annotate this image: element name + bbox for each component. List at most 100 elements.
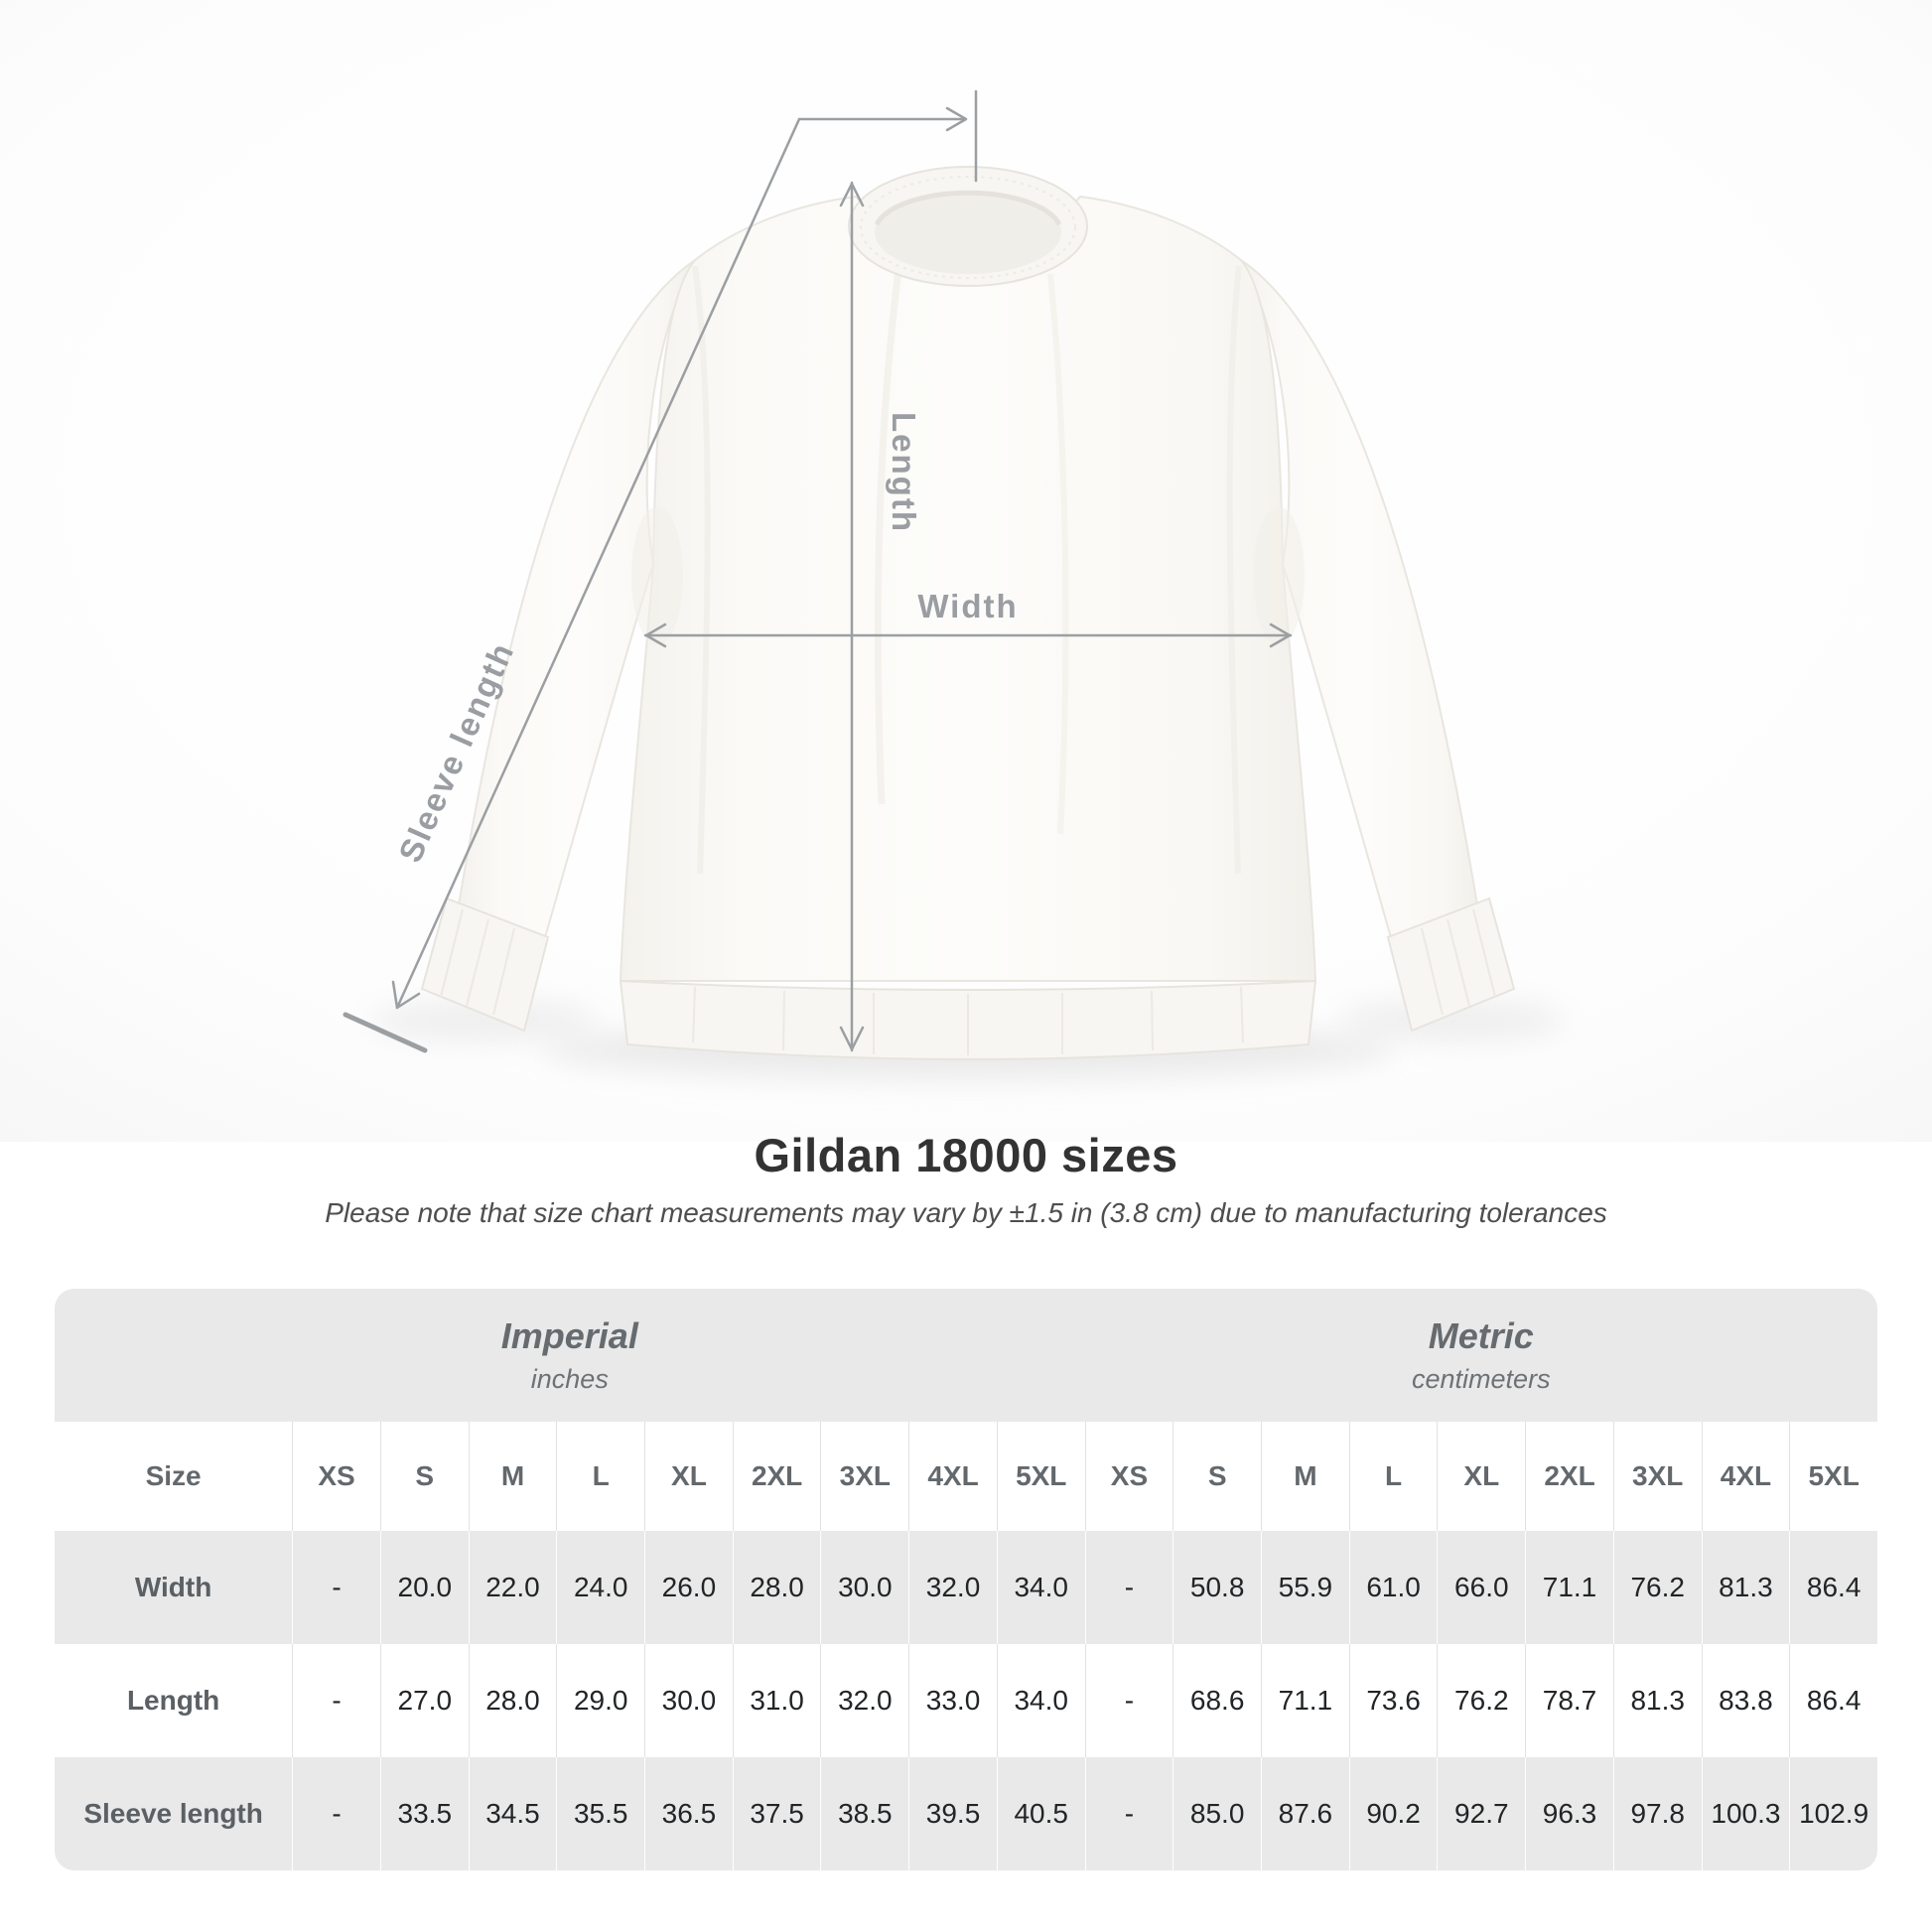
value-sleeve-length-metric-xl: 92.7 bbox=[1437, 1757, 1525, 1870]
width-arrow bbox=[643, 622, 1293, 648]
column-header-5xl-metric: 5XL bbox=[1789, 1422, 1877, 1531]
value-width-imperial-xl: 26.0 bbox=[644, 1531, 733, 1644]
value-length-metric-2xl: 78.7 bbox=[1525, 1644, 1613, 1757]
unit-sub: centimeters bbox=[1412, 1364, 1551, 1394]
value-width-metric-s: 50.8 bbox=[1173, 1531, 1261, 1644]
table-row: Width -20.0 22.0 24.0 26.0 28.0 30.0 32.0 34.0-5… bbox=[55, 1531, 1877, 1644]
table-row: Sleeve length -33.5 34.5 35.5 36.5 37.5 38.5 39… bbox=[55, 1757, 1877, 1870]
value-length-metric-5xl: 86.4 bbox=[1789, 1644, 1877, 1757]
value-length-imperial-m: 28.0 bbox=[468, 1644, 557, 1757]
value-length-metric-l: 73.6 bbox=[1348, 1644, 1438, 1757]
sweatshirt-illustration bbox=[420, 166, 1516, 1060]
value-width-imperial-3xl: 30.0 bbox=[820, 1531, 908, 1644]
sweatshirt-hem bbox=[619, 979, 1317, 1060]
value-sleeve-length-metric-xs: - bbox=[1084, 1757, 1173, 1870]
value-width-metric-3xl: 76.2 bbox=[1612, 1531, 1702, 1644]
value-width-metric-l: 61.0 bbox=[1348, 1531, 1438, 1644]
page-title: Gildan 18000 sizes bbox=[754, 1129, 1178, 1181]
value-width-imperial-2xl: 28.0 bbox=[732, 1531, 821, 1644]
value-sleeve-length-metric-s: 85.0 bbox=[1173, 1757, 1261, 1870]
value-sleeve-length-imperial-2xl: 37.5 bbox=[732, 1757, 821, 1870]
value-length-imperial-4xl: 33.0 bbox=[908, 1644, 997, 1757]
value-width-metric-xs: - bbox=[1084, 1531, 1173, 1644]
column-header-xs-metric: XS bbox=[1084, 1422, 1173, 1531]
value-sleeve-length-imperial-m: 34.5 bbox=[468, 1757, 557, 1870]
sweatshirt-left-sleeve bbox=[457, 259, 696, 943]
column-header-size: Size bbox=[145, 1460, 202, 1491]
value-length-metric-s: 68.6 bbox=[1173, 1644, 1261, 1757]
sweatshirt-body bbox=[619, 195, 1317, 982]
value-length-imperial-xl: 30.0 bbox=[644, 1644, 733, 1757]
column-header-3xl-metric: 3XL bbox=[1612, 1422, 1702, 1531]
column-header-s-imperial: S bbox=[379, 1422, 469, 1531]
column-header-m-imperial: M bbox=[468, 1422, 557, 1531]
value-length-imperial-2xl: 31.0 bbox=[732, 1644, 821, 1757]
value-length-imperial-l: 29.0 bbox=[556, 1644, 644, 1757]
column-header-2xl-imperial: 2XL bbox=[732, 1422, 821, 1531]
column-header-l-imperial: L bbox=[556, 1422, 644, 1531]
value-sleeve-length-imperial-l: 35.5 bbox=[556, 1757, 644, 1870]
value-sleeve-length-metric-5xl: 102.9 bbox=[1789, 1757, 1877, 1870]
column-header-4xl-imperial: 4XL bbox=[908, 1422, 997, 1531]
column-header-3xl-imperial: 3XL bbox=[820, 1422, 908, 1531]
value-length-metric-xl: 76.2 bbox=[1437, 1644, 1525, 1757]
value-width-metric-xl: 66.0 bbox=[1437, 1531, 1525, 1644]
value-sleeve-length-metric-4xl: 100.3 bbox=[1701, 1757, 1790, 1870]
value-width-metric-2xl: 71.1 bbox=[1525, 1531, 1613, 1644]
value-length-metric-xs: - bbox=[1084, 1644, 1173, 1757]
sleeve-length-arrow bbox=[343, 89, 978, 1053]
sweatshirt-left-cuff bbox=[420, 897, 550, 1033]
unit-name: Metric bbox=[1428, 1315, 1534, 1356]
value-length-imperial-3xl: 32.0 bbox=[820, 1644, 908, 1757]
unit-header-metric: Metric centimeters bbox=[1085, 1289, 1877, 1422]
value-length-imperial-xs: - bbox=[292, 1644, 380, 1757]
value-length-metric-m: 71.1 bbox=[1261, 1644, 1349, 1757]
page-subtitle: Please note that size chart measurements… bbox=[325, 1197, 1607, 1228]
column-header-xl-imperial: XL bbox=[644, 1422, 733, 1531]
value-width-imperial-m: 22.0 bbox=[468, 1531, 557, 1644]
value-sleeve-length-imperial-3xl: 38.5 bbox=[820, 1757, 908, 1870]
column-header-xl-metric: XL bbox=[1437, 1422, 1525, 1531]
value-sleeve-length-imperial-5xl: 40.5 bbox=[996, 1757, 1085, 1870]
value-length-metric-4xl: 83.8 bbox=[1701, 1644, 1790, 1757]
column-header-xs-imperial: XS bbox=[292, 1422, 380, 1531]
column-header-4xl-metric: 4XL bbox=[1701, 1422, 1790, 1531]
sweatshirt-collar bbox=[848, 166, 1088, 287]
value-sleeve-length-imperial-xl: 36.5 bbox=[644, 1757, 733, 1870]
value-sleeve-length-metric-3xl: 97.8 bbox=[1612, 1757, 1702, 1870]
value-sleeve-length-imperial-xs: - bbox=[292, 1757, 380, 1870]
length-arrow bbox=[839, 181, 865, 1052]
value-sleeve-length-imperial-s: 33.5 bbox=[379, 1757, 469, 1870]
table-row: Length -27.0 28.0 29.0 30.0 31.0 32.0 33.0 34.0-… bbox=[55, 1644, 1877, 1757]
value-sleeve-length-metric-l: 90.2 bbox=[1348, 1757, 1438, 1870]
value-sleeve-length-metric-2xl: 96.3 bbox=[1525, 1757, 1613, 1870]
column-header-2xl-metric: 2XL bbox=[1525, 1422, 1613, 1531]
title-block: Gildan 18000 sizes Please note that size… bbox=[0, 1128, 1932, 1229]
table-row: Size XS S M L XL 2XL 3XL 4XL 5XL XS S M L XL 2XL 3XL 4XL 5… bbox=[55, 1422, 1877, 1531]
width-label: Width bbox=[917, 588, 1018, 624]
row-label-width: Width bbox=[134, 1572, 212, 1602]
table-row: Imperial inches Metric centimeters bbox=[55, 1289, 1877, 1422]
size-table: Imperial inches Metric centimeters Size XS S M L… bbox=[55, 1289, 1877, 1870]
value-sleeve-length-imperial-4xl: 39.5 bbox=[908, 1757, 997, 1870]
length-label: Length bbox=[886, 412, 922, 533]
sweatshirt-size-diagram: Length Width Sleeve length bbox=[0, 0, 1932, 1142]
row-label-length: Length bbox=[126, 1685, 220, 1716]
column-header-5xl-imperial: 5XL bbox=[996, 1422, 1085, 1531]
column-header-l-metric: L bbox=[1348, 1422, 1438, 1531]
value-width-metric-4xl: 81.3 bbox=[1701, 1531, 1790, 1644]
value-width-imperial-l: 24.0 bbox=[556, 1531, 644, 1644]
column-header-m-metric: M bbox=[1261, 1422, 1349, 1531]
value-width-metric-m: 55.9 bbox=[1261, 1531, 1349, 1644]
value-length-imperial-5xl: 34.0 bbox=[996, 1644, 1085, 1757]
unit-name: Imperial bbox=[500, 1315, 638, 1356]
value-width-imperial-xs: - bbox=[292, 1531, 380, 1644]
value-length-metric-3xl: 81.3 bbox=[1612, 1644, 1702, 1757]
sweatshirt-right-cuff bbox=[1386, 897, 1516, 1033]
underarm-shading bbox=[631, 506, 1305, 645]
value-length-imperial-s: 27.0 bbox=[379, 1644, 469, 1757]
value-width-imperial-5xl: 34.0 bbox=[996, 1531, 1085, 1644]
sweatshirt-right-sleeve bbox=[1240, 259, 1479, 943]
value-sleeve-length-metric-m: 87.6 bbox=[1261, 1757, 1349, 1870]
